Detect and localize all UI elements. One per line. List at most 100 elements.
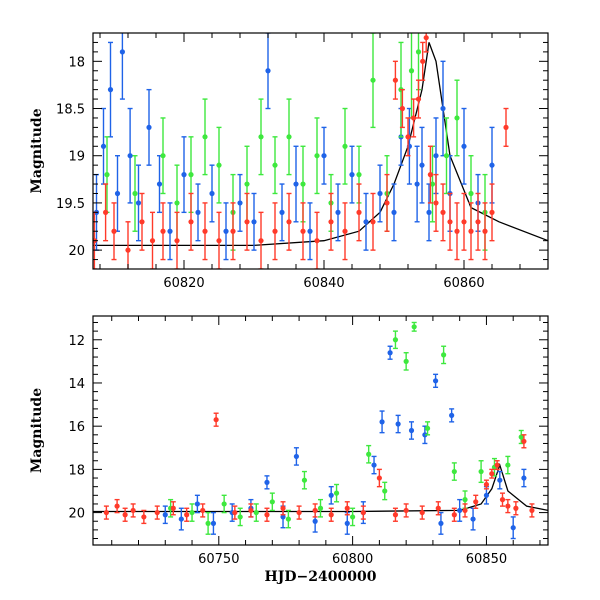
y-tick-label: 18 — [68, 55, 85, 70]
data-point — [497, 477, 503, 483]
data-point — [269, 499, 275, 505]
data-point — [440, 105, 446, 112]
data-point — [213, 417, 219, 423]
x-tick-label: 60750 — [198, 552, 239, 567]
data-point — [202, 228, 208, 234]
data-point — [149, 238, 156, 244]
data-point — [317, 505, 324, 511]
data-point — [125, 247, 131, 253]
data-point — [251, 219, 257, 225]
data-point — [419, 162, 425, 168]
data-point — [521, 438, 527, 444]
data-point — [293, 453, 300, 460]
data-point — [194, 501, 200, 507]
data-point — [392, 337, 399, 343]
y-tick-label: 20 — [68, 507, 85, 522]
data-point — [216, 238, 222, 244]
data-point — [333, 490, 340, 496]
data-point — [188, 219, 194, 225]
data-point — [160, 228, 166, 234]
data-point — [264, 512, 270, 518]
data-point — [184, 512, 190, 518]
data-point — [415, 49, 422, 55]
data-point — [248, 507, 254, 514]
data-point — [473, 499, 479, 505]
x-axis-title: HJD−2400000 — [265, 569, 377, 585]
data-point — [356, 209, 362, 215]
data-point — [482, 228, 488, 234]
data-point — [441, 352, 447, 358]
data-point — [244, 181, 250, 187]
data-point — [119, 49, 125, 55]
data-point — [454, 228, 460, 234]
data-point — [162, 512, 168, 518]
data-point — [342, 228, 348, 234]
data-point — [107, 87, 114, 93]
data-point — [478, 468, 484, 475]
data-point — [408, 427, 415, 434]
y-tick-label: 20 — [68, 244, 85, 259]
plot-frame — [92, 315, 549, 546]
data-point — [170, 505, 176, 511]
data-point — [146, 124, 152, 130]
data-point — [349, 172, 355, 178]
data-point — [489, 471, 495, 477]
data-point — [280, 514, 286, 520]
data-point — [328, 492, 334, 498]
data-point — [314, 153, 320, 159]
data-point — [360, 509, 366, 516]
data-point — [335, 209, 341, 215]
y-tick-label: 19.5 — [56, 197, 85, 212]
data-point — [103, 209, 109, 215]
plot-frame — [92, 32, 549, 270]
data-point — [104, 172, 110, 178]
data-point — [387, 350, 393, 356]
data-point — [391, 209, 397, 215]
data-point — [221, 501, 227, 507]
data-point — [363, 219, 369, 225]
data-point — [312, 507, 318, 514]
data-point — [114, 190, 121, 197]
data-point — [135, 200, 142, 206]
data-point — [475, 219, 481, 225]
data-point — [370, 77, 376, 83]
data-point — [344, 520, 350, 526]
data-point — [127, 153, 133, 159]
data-point — [216, 162, 222, 168]
data-point — [470, 516, 476, 522]
data-point — [376, 475, 382, 481]
data-point — [483, 492, 490, 498]
data-point — [223, 228, 229, 234]
data-point — [449, 412, 455, 418]
data-point — [258, 238, 264, 244]
data-point — [411, 115, 417, 121]
data-point — [433, 200, 439, 206]
y-tick-label: 18.5 — [56, 103, 85, 118]
data-point — [286, 134, 292, 140]
data-point — [189, 509, 195, 516]
data-point — [321, 153, 327, 159]
data-point — [429, 181, 436, 187]
data-point — [451, 512, 457, 518]
plot-area — [93, 33, 548, 269]
data-point — [505, 462, 511, 468]
data-point — [457, 507, 463, 514]
data-point — [443, 153, 450, 159]
data-point — [100, 143, 107, 149]
data-point — [461, 143, 467, 149]
data-point — [433, 153, 439, 159]
data-point — [328, 219, 334, 225]
data-point — [280, 505, 286, 511]
data-point — [244, 219, 250, 225]
x-tick-label: 60820 — [163, 276, 204, 291]
data-point — [344, 505, 350, 511]
data-point — [377, 190, 383, 197]
data-point — [265, 68, 271, 74]
x-tick-label: 60840 — [303, 276, 344, 291]
data-point — [205, 520, 211, 526]
data-point — [427, 172, 433, 178]
data-point — [415, 96, 422, 102]
data-point — [293, 181, 299, 187]
data-point — [178, 516, 184, 522]
data-point — [237, 514, 243, 520]
